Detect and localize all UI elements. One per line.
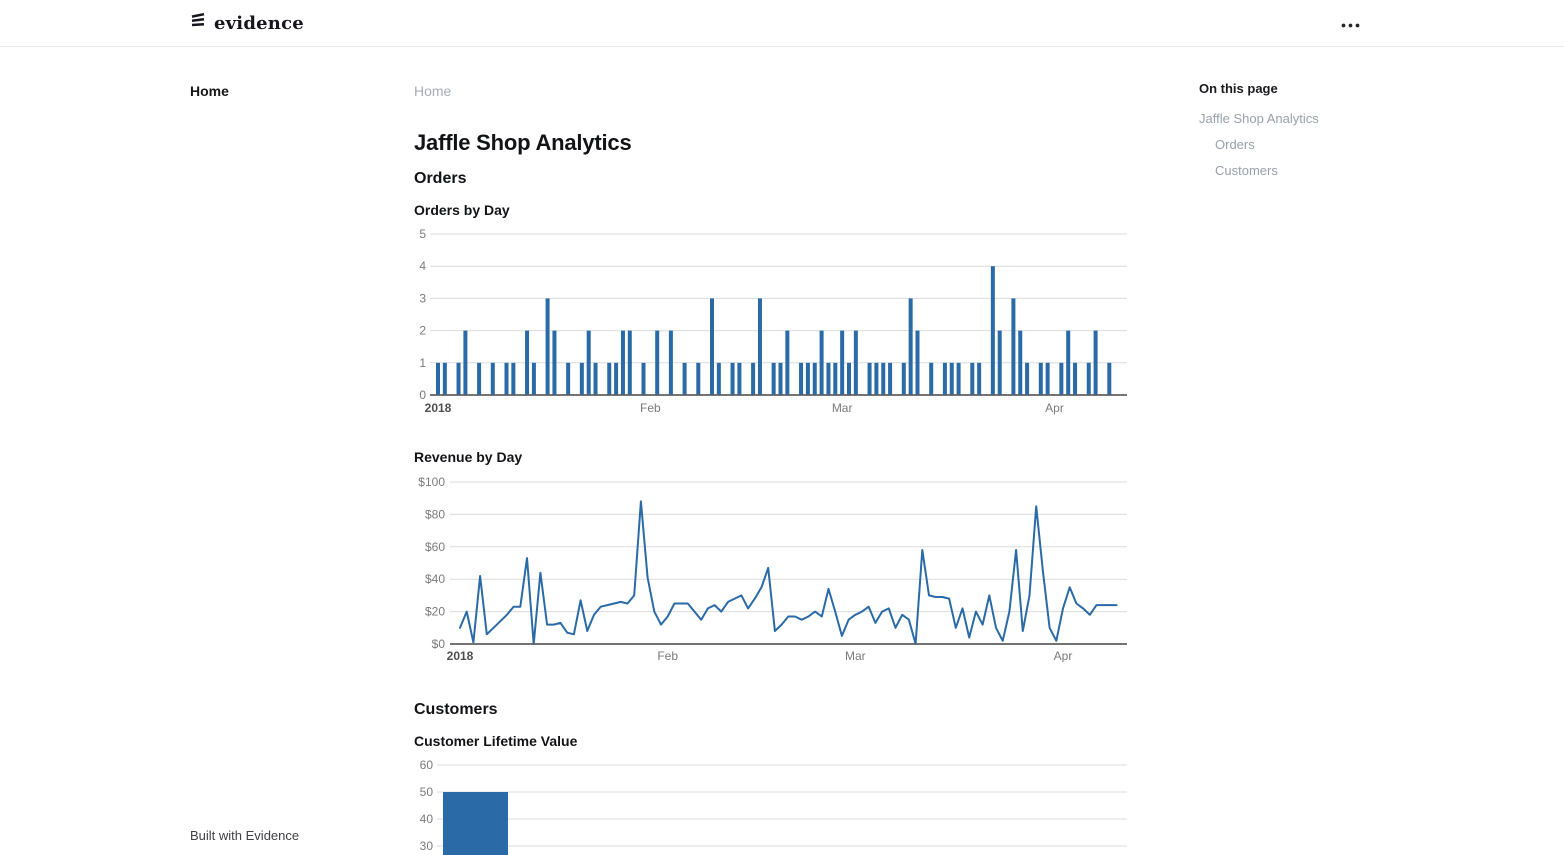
svg-text:2: 2 xyxy=(419,324,426,338)
section-heading-customers: Customers xyxy=(414,701,498,718)
svg-text:$40: $40 xyxy=(425,572,445,586)
orders-by-day-chart-title: Orders by Day xyxy=(414,202,510,218)
svg-text:30: 30 xyxy=(420,839,434,853)
svg-text:$100: $100 xyxy=(418,475,445,489)
svg-text:2018: 2018 xyxy=(447,649,474,662)
svg-text:$60: $60 xyxy=(425,540,445,554)
svg-text:2018: 2018 xyxy=(425,401,452,415)
evidence-logo-icon xyxy=(190,12,207,34)
main-content: Home Jaffle Shop Analytics Orders Orders… xyxy=(414,47,1128,855)
toc-title: On this page xyxy=(1199,81,1278,96)
svg-text:60: 60 xyxy=(420,758,434,772)
svg-text:$80: $80 xyxy=(425,507,445,521)
svg-text:3: 3 xyxy=(419,291,426,305)
svg-text:5: 5 xyxy=(419,227,426,241)
ellipsis-icon xyxy=(1341,16,1360,31)
svg-text:4: 4 xyxy=(419,259,426,273)
svg-text:1: 1 xyxy=(419,356,426,370)
orders-by-day-chart[interactable]: 0 1 2 3 4 5 2018 Feb Mar Apr xyxy=(414,221,1128,415)
svg-text:Apr: Apr xyxy=(1045,401,1064,415)
customer-lifetime-value-chart[interactable]: 60 50 40 30 xyxy=(414,752,1128,855)
customer-lifetime-value-chart-title: Customer Lifetime Value xyxy=(414,733,578,749)
section-heading-orders: Orders xyxy=(414,170,467,187)
svg-text:$20: $20 xyxy=(425,605,445,619)
svg-text:Mar: Mar xyxy=(845,649,866,662)
revenue-by-day-chart-title: Revenue by Day xyxy=(414,449,523,465)
svg-text:Mar: Mar xyxy=(832,401,853,415)
sidebar-item-home[interactable]: Home xyxy=(190,83,229,99)
evidence-logo[interactable]: evidence xyxy=(190,12,304,34)
breadcrumb[interactable]: Home xyxy=(414,83,452,99)
page-layout: Home Home Jaffle Shop Analytics Orders O… xyxy=(0,47,1564,855)
top-header: evidence xyxy=(0,0,1564,47)
svg-text:$0: $0 xyxy=(432,637,446,651)
svg-text:Feb: Feb xyxy=(640,401,661,415)
svg-text:Apr: Apr xyxy=(1054,649,1073,662)
built-with-evidence-link[interactable]: Built with Evidence xyxy=(190,828,300,843)
logo-text: evidence xyxy=(214,12,304,34)
svg-text:50: 50 xyxy=(420,785,434,799)
svg-text:Feb: Feb xyxy=(657,649,678,662)
page-title: Jaffle Shop Analytics xyxy=(414,130,632,155)
toc-link-orders[interactable]: Orders xyxy=(1215,137,1255,152)
sidebar: Home xyxy=(190,47,414,855)
toc-link-jaffle-shop-analytics[interactable]: Jaffle Shop Analytics xyxy=(1199,111,1319,126)
overflow-menu-button[interactable] xyxy=(1335,10,1366,37)
svg-text:40: 40 xyxy=(420,812,434,826)
on-this-page-panel: On this page Jaffle Shop Analytics Order… xyxy=(1199,47,1384,855)
svg-text:0: 0 xyxy=(419,388,426,402)
revenue-by-day-chart[interactable]: $0 $20 $40 $60 $80 $100 2018 Feb Mar Apr xyxy=(414,468,1128,662)
toc-link-customers[interactable]: Customers xyxy=(1215,163,1278,178)
